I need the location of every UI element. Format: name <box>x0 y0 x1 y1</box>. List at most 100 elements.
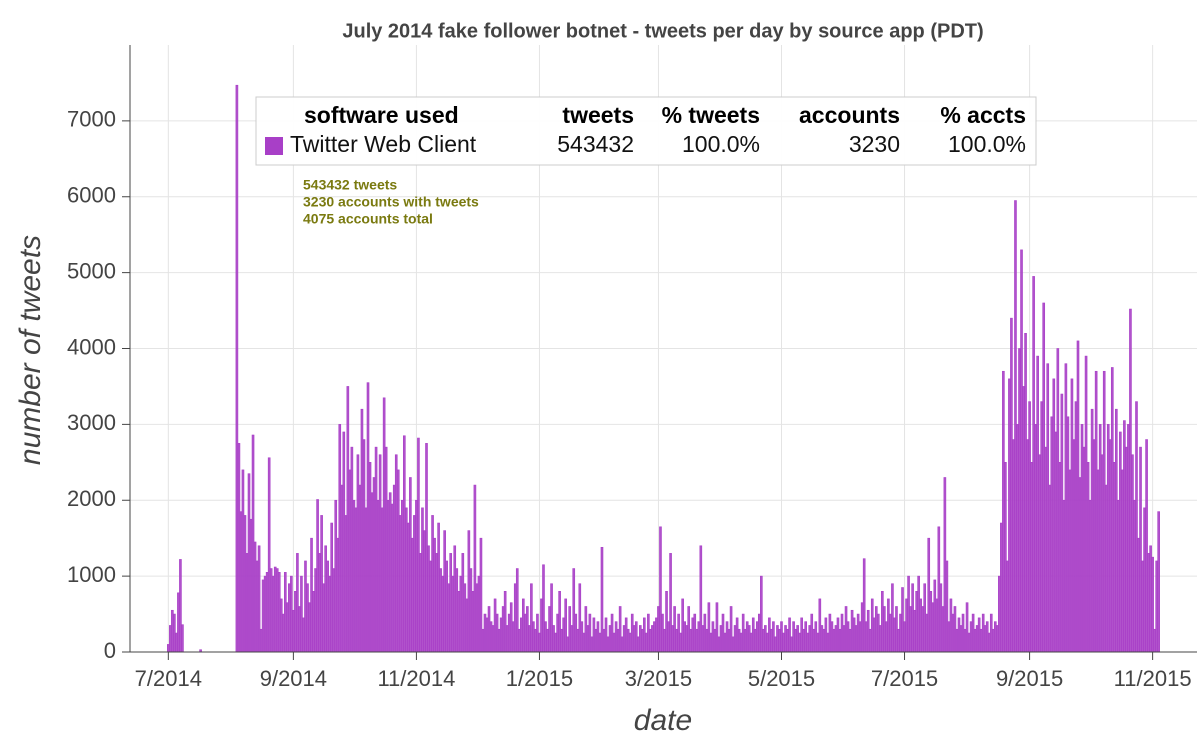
bar <box>296 553 299 653</box>
bar <box>1157 511 1160 653</box>
bar <box>901 587 904 653</box>
bar <box>612 632 616 653</box>
bar <box>887 598 890 653</box>
bar <box>245 553 249 653</box>
bar <box>328 575 331 653</box>
bar <box>703 613 707 653</box>
bar <box>927 537 931 653</box>
bar <box>1141 560 1144 653</box>
bar <box>1108 439 1112 653</box>
bar <box>1102 370 1106 653</box>
bar <box>996 625 999 653</box>
bar <box>854 625 858 653</box>
bar <box>798 632 801 653</box>
x-tick-label: 11/2015 <box>1114 666 1192 691</box>
legend-header: software used <box>304 102 459 128</box>
bar <box>235 84 239 653</box>
bar <box>979 628 983 653</box>
bar <box>622 625 626 653</box>
bar <box>1066 416 1070 653</box>
bar <box>691 617 695 653</box>
bar <box>378 454 382 653</box>
bar <box>526 606 529 653</box>
bar <box>449 553 453 653</box>
bar <box>243 515 247 653</box>
bar <box>249 518 253 653</box>
bar <box>360 408 364 653</box>
bar <box>594 628 598 653</box>
bar <box>905 598 908 653</box>
bar <box>181 624 184 653</box>
bar <box>580 621 584 653</box>
bar <box>290 575 293 653</box>
bar <box>1068 469 1072 653</box>
bar <box>985 621 989 653</box>
bar <box>788 617 791 653</box>
bar <box>1024 333 1027 653</box>
bar <box>687 606 691 653</box>
bar <box>1042 302 1046 653</box>
bar <box>298 606 301 653</box>
bar <box>1076 340 1080 653</box>
bar <box>286 602 289 653</box>
bar <box>909 606 912 653</box>
bar <box>396 469 400 653</box>
bar <box>981 613 985 653</box>
x-tick-label: 7/2015 <box>871 666 938 691</box>
bar <box>429 560 432 653</box>
bar <box>1054 431 1058 653</box>
bar <box>743 628 747 653</box>
bar <box>993 621 997 653</box>
bar <box>411 537 414 653</box>
bar <box>312 590 315 653</box>
bar <box>382 397 386 653</box>
bar <box>598 632 602 653</box>
bar <box>1022 386 1025 653</box>
x-tick-label: 5/2015 <box>748 666 815 691</box>
bar <box>332 568 336 653</box>
bar <box>628 632 632 653</box>
bar <box>1060 393 1064 653</box>
bar <box>546 628 549 653</box>
bar <box>368 462 372 653</box>
bar <box>340 484 344 653</box>
bar <box>683 621 686 653</box>
bar <box>392 484 396 653</box>
y-tick-label: 1000 <box>67 562 116 587</box>
bar <box>933 579 937 653</box>
bar <box>1046 363 1050 653</box>
annotation: 3230 accounts with tweets <box>303 194 479 210</box>
legend-cell: 543432 <box>557 131 634 157</box>
bar <box>1074 401 1078 653</box>
bar <box>848 628 852 653</box>
x-tick-label: 7/2014 <box>135 666 202 691</box>
bar <box>394 454 398 653</box>
bar <box>1038 454 1041 653</box>
bar <box>1018 348 1021 653</box>
bar <box>751 617 755 653</box>
bar <box>1044 446 1048 653</box>
bar <box>400 499 404 653</box>
bar <box>947 621 951 653</box>
bar <box>1098 424 1102 653</box>
bar <box>326 560 329 653</box>
bar <box>261 579 265 653</box>
bar <box>366 382 370 653</box>
bar <box>818 598 822 653</box>
bar <box>548 606 551 653</box>
bar <box>973 628 977 653</box>
bar <box>596 621 600 653</box>
bar <box>955 628 959 653</box>
bar <box>776 625 779 653</box>
bar <box>689 628 693 653</box>
bar <box>879 625 882 653</box>
bar <box>842 625 846 653</box>
bar <box>739 632 743 653</box>
bar <box>499 617 503 653</box>
bar <box>719 625 723 653</box>
bar <box>1127 424 1130 653</box>
bar <box>653 621 656 653</box>
bar <box>1032 276 1035 653</box>
bar <box>453 545 457 653</box>
bar <box>1050 416 1054 653</box>
